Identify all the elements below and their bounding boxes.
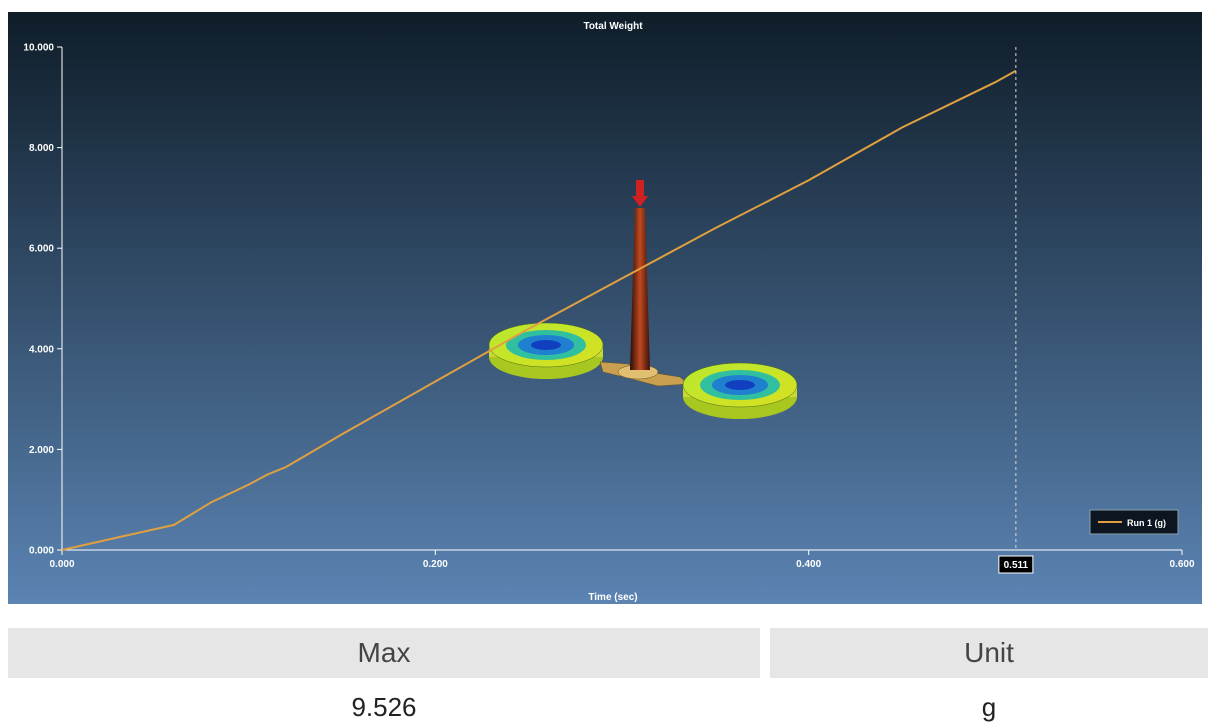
chart-background xyxy=(8,12,1202,604)
max-value: 9.526 xyxy=(351,691,417,722)
total-weight-chart: Total Weight Time (sec) 0.000 2.000 4.000 6… xyxy=(8,12,1202,604)
y-tick-label: 10.000 xyxy=(23,43,54,54)
max-column-header: Max xyxy=(8,628,760,678)
x-tick-label: 0.200 xyxy=(423,559,448,570)
x-tick-label: 0.400 xyxy=(796,559,821,570)
y-tick-label: 2.000 xyxy=(29,445,54,456)
svg-text:0.511: 0.511 xyxy=(1004,560,1029,571)
series-line-run-1 xyxy=(61,69,1017,551)
y-axis-ticks: 0.000 2.000 4.000 6.000 8.000 10.000 xyxy=(23,43,62,557)
legend[interactable]: Run 1 (g) xyxy=(1089,509,1179,535)
y-tick-label: 4.000 xyxy=(29,344,54,355)
y-tick-label: 8.000 xyxy=(29,143,54,154)
time-cursor-label[interactable]: 0.511 xyxy=(998,555,1034,574)
unit-value: g xyxy=(981,691,997,722)
x-axis-ticks: 0.000 0.200 0.400 0.600 xyxy=(49,550,1195,570)
unit-column-header: Unit xyxy=(770,628,1208,678)
chart-svg: Total Weight Time (sec) 0.000 2.000 4.000 6… xyxy=(8,12,1202,604)
y-tick-label: 0.000 xyxy=(29,546,54,557)
legend-label-run-1: Run 1 (g) xyxy=(1127,518,1166,528)
x-tick-label: 0.000 xyxy=(49,559,74,570)
mold-model-3d-icon xyxy=(488,180,798,419)
chart-title: Total Weight xyxy=(583,21,643,32)
y-tick-label: 6.000 xyxy=(29,244,54,255)
x-axis-label: Time (sec) xyxy=(588,592,637,603)
x-tick-label: 0.600 xyxy=(1169,559,1194,570)
